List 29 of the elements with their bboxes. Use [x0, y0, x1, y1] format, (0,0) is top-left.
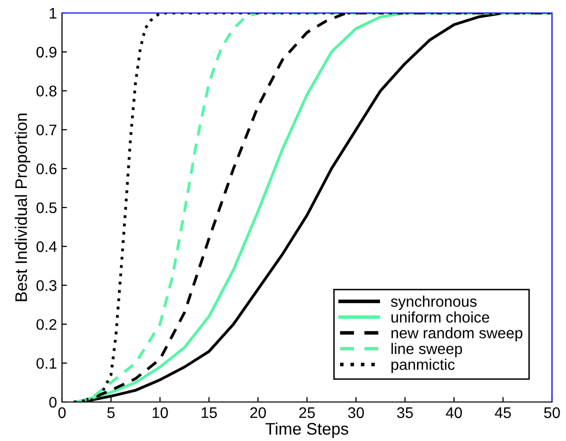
y-tick-label: 0.8 [36, 86, 56, 96]
legend-label: uniform choice [391, 311, 490, 323]
x-axis-title: Time Steps [266, 422, 348, 438]
y-tick-label: 0.5 [36, 202, 56, 214]
legend-label: panmictic [391, 358, 455, 373]
x-tick-label: 5 [107, 407, 115, 418]
x-tick-label: 20 [250, 407, 266, 418]
x-tick-label: 15 [202, 407, 217, 418]
y-tick-label: 0.1 [36, 358, 56, 369]
x-tick-label: 40 [446, 407, 462, 418]
y-tick-label: 1 [50, 8, 56, 19]
legend-label: synchronous [390, 296, 477, 310]
x-tick-label: 45 [494, 407, 511, 418]
y-tick-label: 0.9 [36, 46, 56, 58]
y-tick-label: 0.4 [36, 241, 57, 252]
x-tick-label: 10 [152, 407, 168, 418]
y-tick-label: 0.6 [36, 163, 56, 174]
legend-label: new random sweep [392, 327, 522, 342]
y-tick-label: 0.2 [36, 319, 56, 330]
x-tick-label: 25 [299, 407, 315, 418]
y-axis-title: Best Individual Proportion [14, 114, 30, 302]
y-tick-label: 0.7 [36, 124, 56, 136]
legend-label: line sweep [392, 342, 462, 358]
x-tick-label: 0 [58, 407, 66, 418]
y-tick-label: 0 [49, 396, 57, 408]
x-tick-label: 50 [544, 407, 560, 418]
x-tick-label: 35 [397, 407, 413, 418]
x-tick-label: 30 [348, 407, 364, 418]
y-tick-label: 0.3 [36, 280, 56, 291]
